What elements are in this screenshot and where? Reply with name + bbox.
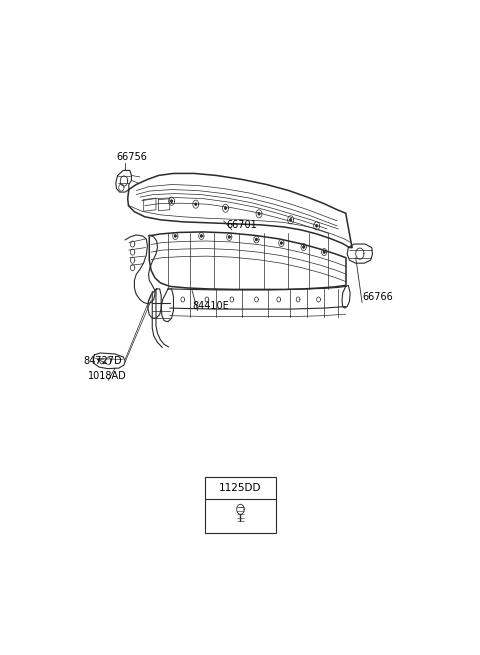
Text: 66766: 66766 [362,291,393,301]
Text: 66701: 66701 [227,220,257,230]
FancyBboxPatch shape [205,477,276,533]
Polygon shape [290,219,291,221]
Text: 66756: 66756 [117,152,147,162]
Text: 1018AD: 1018AD [88,371,127,381]
Text: 1125DD: 1125DD [219,483,262,493]
Polygon shape [201,235,202,237]
Polygon shape [195,203,196,205]
Polygon shape [256,238,257,240]
Polygon shape [258,213,260,215]
Polygon shape [281,242,282,244]
Text: 84410E: 84410E [192,301,229,310]
Polygon shape [303,246,304,248]
Polygon shape [316,225,317,227]
Polygon shape [225,207,226,209]
Polygon shape [324,251,325,253]
Polygon shape [228,236,230,238]
Polygon shape [175,235,176,237]
Text: 84727D: 84727D [83,356,122,366]
Polygon shape [171,200,172,202]
